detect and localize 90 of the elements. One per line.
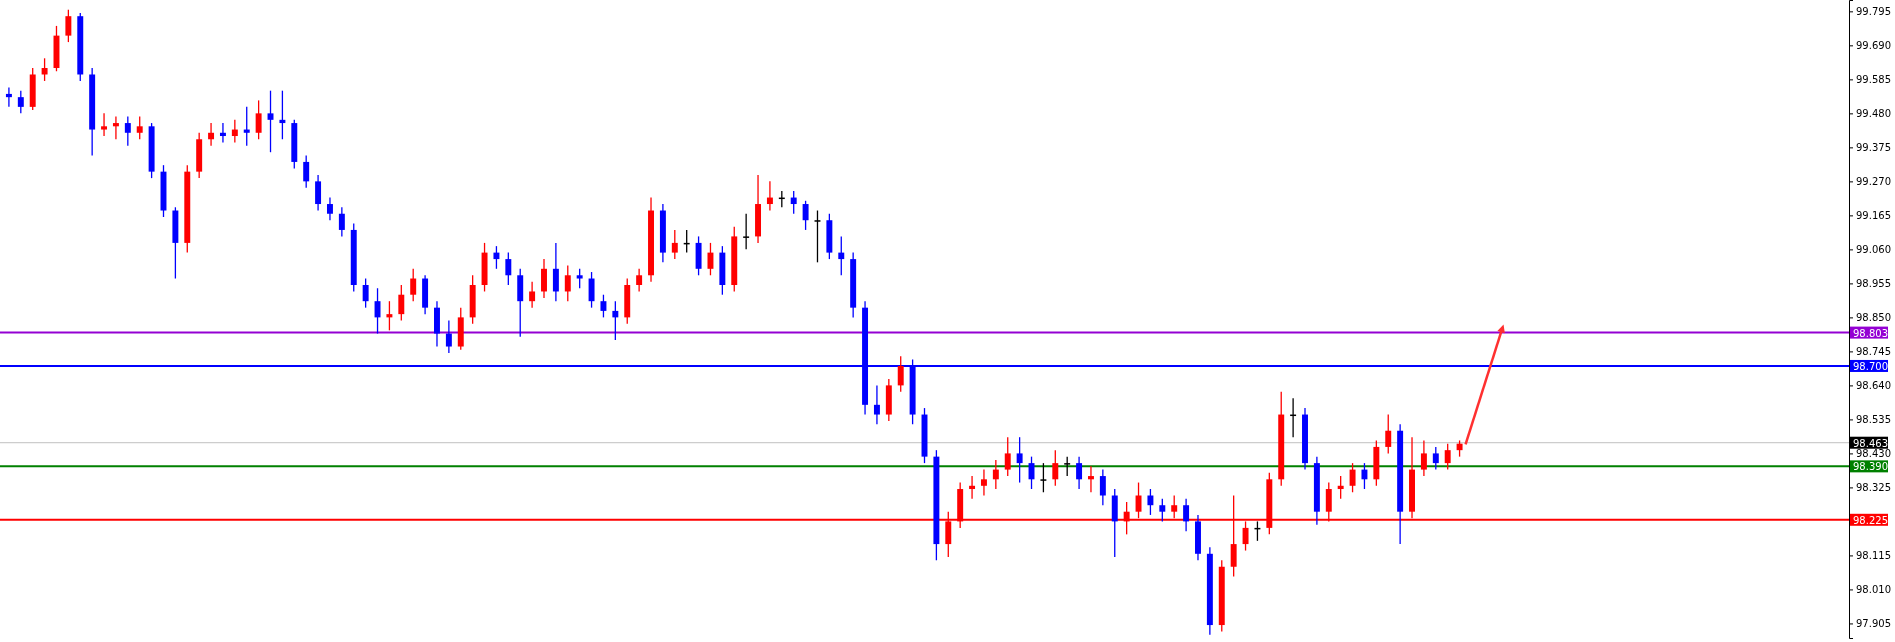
y-tick-label: 99.690 — [1856, 40, 1891, 52]
candlestick — [969, 475, 976, 500]
candlestick — [101, 112, 108, 137]
y-tick-label: 97.905 — [1856, 618, 1891, 630]
candlestick — [980, 468, 987, 497]
candlestick — [743, 213, 750, 251]
y-tick-label: 98.430 — [1856, 448, 1891, 460]
candlestick — [1064, 455, 1071, 477]
candlestick — [1432, 446, 1439, 471]
candlestick — [112, 115, 119, 140]
y-tick-label: 99.585 — [1856, 74, 1891, 86]
candlestick — [564, 264, 571, 302]
ref-line-label: 98.225 — [1853, 514, 1888, 526]
candlestick — [838, 235, 845, 276]
candlestick — [124, 115, 131, 147]
candlestick — [17, 90, 24, 114]
candlestick — [398, 284, 405, 322]
candlestick — [802, 200, 809, 231]
candlestick — [1361, 462, 1368, 490]
candlestick — [219, 122, 226, 144]
candlestick — [374, 287, 381, 335]
candlestick — [386, 300, 393, 331]
candlestick — [552, 242, 559, 302]
candlestick — [303, 154, 310, 189]
candlestick — [790, 190, 797, 215]
candlestick — [1076, 455, 1083, 490]
candlestick — [445, 319, 452, 354]
candlestick — [267, 90, 274, 153]
candlestick — [243, 106, 250, 147]
y-tick-label: 99.060 — [1856, 244, 1891, 256]
candlestick — [326, 196, 333, 221]
candlestick — [588, 271, 595, 309]
candlestick — [338, 206, 345, 238]
candlestick — [529, 281, 536, 309]
y-tick-label: 99.270 — [1856, 176, 1891, 188]
candlestick — [992, 459, 999, 490]
candlestick — [1420, 439, 1427, 477]
candlestick — [410, 268, 417, 302]
y-tick-label: 99.480 — [1856, 108, 1891, 120]
y-tick-label: 98.535 — [1856, 414, 1891, 426]
candlestick — [1385, 413, 1392, 455]
candlestick — [636, 268, 643, 293]
candlestick — [873, 384, 880, 425]
candlestick — [315, 174, 322, 212]
candlestick — [362, 277, 369, 309]
y-tick-label: 99.165 — [1856, 210, 1891, 222]
ref-line-label: 98.700 — [1853, 360, 1888, 372]
candlestick — [505, 251, 512, 286]
candlestick — [1052, 449, 1059, 487]
candlestick — [600, 294, 607, 319]
y-tick-label: 98.115 — [1856, 550, 1891, 562]
y-tick-label: 99.375 — [1856, 142, 1891, 154]
y-tick-label: 98.850 — [1856, 312, 1891, 324]
y-tick-label: 98.325 — [1856, 482, 1891, 494]
y-tick-label: 99.795 — [1856, 6, 1891, 18]
candlestick — [1004, 436, 1011, 477]
candlestick — [136, 115, 143, 140]
y-tick-label: 98.745 — [1856, 346, 1891, 358]
candlestick — [41, 57, 48, 82]
candlestick — [1444, 443, 1451, 471]
candlestick — [1349, 462, 1356, 493]
candlestick — [231, 119, 238, 144]
y-tick-label: 98.010 — [1856, 584, 1891, 596]
candlestick — [1040, 462, 1047, 493]
candlestick — [5, 86, 12, 108]
candlestick — [493, 245, 500, 270]
candlestick — [612, 300, 619, 341]
candlestick — [541, 258, 547, 299]
y-tick-label: 98.640 — [1856, 380, 1891, 392]
candlestick — [671, 229, 678, 260]
candlestick — [1159, 498, 1166, 523]
candlestick — [1147, 488, 1154, 516]
ref-line-label: 98.463 — [1853, 437, 1888, 449]
candlestick — [279, 90, 286, 140]
candlestick — [707, 242, 714, 276]
ref-line-label: 98.390 — [1853, 461, 1888, 473]
candlestick — [1183, 498, 1190, 532]
candlestick — [814, 209, 821, 263]
candlestick — [65, 9, 72, 43]
candlestick — [766, 180, 773, 212]
candlestick — [1099, 468, 1106, 506]
candlestick — [1337, 475, 1344, 500]
candlestick — [897, 355, 904, 393]
candlestick — [1016, 436, 1023, 484]
y-tick-label: 98.955 — [1856, 278, 1891, 290]
candlestick — [255, 99, 262, 140]
ref-line-label: 98.803 — [1853, 327, 1888, 339]
candlestick — [1088, 465, 1094, 493]
candlestick — [576, 268, 583, 289]
candlestick — [208, 122, 215, 147]
